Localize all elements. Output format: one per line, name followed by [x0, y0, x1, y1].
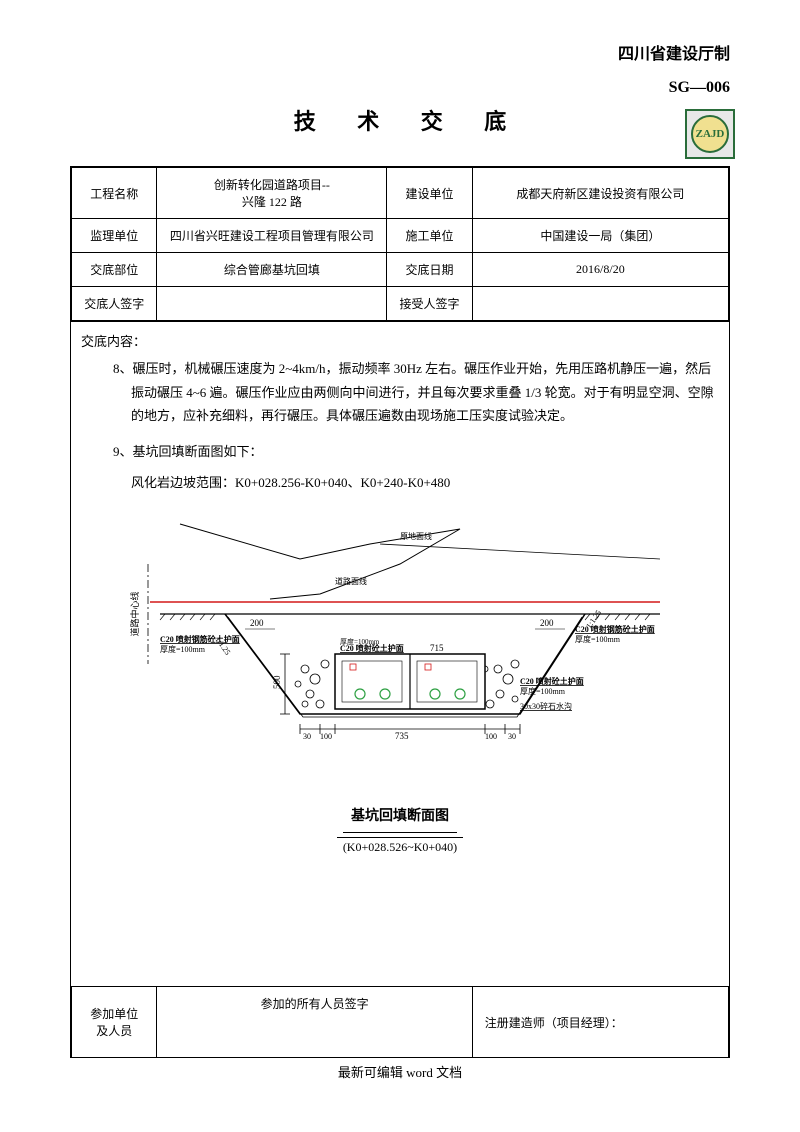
road-label: 道路面线	[335, 576, 367, 586]
part-value: 综合管廊基坑回填	[157, 253, 387, 287]
rubble-fill-left	[295, 660, 329, 708]
dim-100-l: 100	[320, 732, 332, 741]
build-unit-label: 建设单位	[387, 168, 472, 219]
table-row: 监理单位 四川省兴旺建设工程项目管理有限公司 施工单位 中国建设一局（集团）	[72, 219, 729, 253]
c20-right-top-thickness: 厚度=100mm	[575, 634, 621, 644]
diagram-range-text: (K0+028.526~K0+040)	[337, 837, 463, 854]
ground-label: 原地面线	[400, 531, 432, 541]
content-item-9: 9、基坑回填断面图如下：	[81, 440, 719, 463]
top-hatch	[160, 614, 650, 620]
logo-text: ZAJD	[691, 115, 729, 153]
c20-right-label: C20 喷射砼土护面	[520, 676, 584, 686]
signer-label: 交底人签字	[72, 287, 157, 321]
dim-30-r: 30	[508, 732, 516, 741]
project-name-l1: 创新转化园道路项目--	[214, 178, 330, 192]
diagram-title: 基坑回填断面图	[81, 804, 719, 832]
dim-735: 735	[395, 731, 409, 741]
c20-right-thickness: 厚度=100mm	[520, 686, 566, 696]
receiver-label: 接受人签字	[387, 287, 472, 321]
participants-sign: 参加的所有人员签字	[157, 987, 472, 1058]
content-item-9-sub: 风化岩边坡范围：K0+028.256-K0+040、K0+240-K0+480	[81, 471, 719, 494]
stone-label: 30x30碎石水沟	[520, 701, 572, 711]
dim-100-r: 100	[485, 732, 497, 741]
issuer-header: 四川省建设厅制	[70, 40, 730, 64]
content-item-8: 8、碾压时，机械碾压速度为 2~4km/h，振动频率 30Hz 左右。碾压作业开…	[81, 357, 719, 427]
build-unit: 成都天府新区建设投资有限公司	[472, 168, 728, 219]
gallery-top-thickness: 厚度=100mm	[340, 637, 380, 646]
info-table: 工程名称 创新转化园道路项目-- 兴隆 122 路 建设单位 成都天府新区建设投…	[71, 167, 729, 321]
c20-right-top-label: C20 喷射钢筋砼土护面	[575, 624, 655, 634]
dim-200-left: 200	[250, 618, 264, 628]
supervise-unit: 四川省兴旺建设工程项目管理有限公司	[157, 219, 387, 253]
participants-label: 参加单位 及人员	[72, 987, 157, 1058]
participants-label-1: 参加单位	[90, 1007, 138, 1021]
project-name: 创新转化园道路项目-- 兴隆 122 路	[157, 168, 387, 219]
construct-unit: 中国建设一局（集团）	[472, 219, 728, 253]
rubble-fill-right	[482, 660, 519, 708]
main-title: 技 术 交 底	[70, 104, 730, 136]
centerline-label: 道路中心线	[129, 592, 140, 637]
table-row: 交底人签字 接受人签字	[72, 287, 729, 321]
construct-label: 施工单位	[387, 219, 472, 253]
date-value: 2016/8/20	[472, 253, 728, 287]
main-frame: 工程名称 创新转化园道路项目-- 兴隆 122 路 建设单位 成都天府新区建设投…	[70, 166, 730, 1058]
diagram-title-text: 基坑回填断面图	[343, 804, 457, 832]
sign-table: 参加单位 及人员 参加的所有人员签字 注册建造师（项目经理）：	[71, 986, 729, 1057]
signer-cell	[157, 287, 387, 321]
dim-200-right: 200	[540, 618, 554, 628]
c20-left-thickness: 厚度=100mm	[160, 644, 206, 654]
engineer-sign: 注册建造师（项目经理）：	[472, 987, 728, 1058]
diagram-container: 道路中心线 原地面线 道路面线	[81, 504, 719, 784]
date-label: 交底日期	[387, 253, 472, 287]
dim-30-l: 30	[303, 732, 311, 741]
dim-500: 500	[272, 675, 282, 689]
project-name-l2: 兴隆 122 路	[242, 195, 302, 209]
footer-text: 最新可编辑 word 文档	[70, 1062, 730, 1081]
table-row: 工程名称 创新转化园道路项目-- 兴隆 122 路 建设单位 成都天府新区建设投…	[72, 168, 729, 219]
sg-code: SG—006	[669, 79, 730, 97]
diagram-range: (K0+028.526~K0+040)	[81, 837, 719, 859]
content-heading: 交底内容：	[81, 330, 719, 353]
receiver-cell	[472, 287, 728, 321]
cross-section-diagram: 道路中心线 原地面线 道路面线	[120, 504, 680, 784]
content-section: 交底内容： 8、碾压时，机械碾压速度为 2~4km/h，振动频率 30Hz 左右…	[71, 321, 729, 986]
table-row: 参加单位 及人员 参加的所有人员签字 注册建造师（项目经理）：	[72, 987, 729, 1058]
c20-left-label: C20 喷射钢筋砼土护面	[160, 634, 240, 644]
part-label: 交底部位	[72, 253, 157, 287]
table-row: 交底部位 综合管廊基坑回填 交底日期 2016/8/20	[72, 253, 729, 287]
supervise-label: 监理单位	[72, 219, 157, 253]
title-row: SG—006 技 术 交 底 ZAJD	[70, 104, 730, 136]
logo-badge: ZAJD	[685, 109, 735, 159]
dim-715: 715	[430, 643, 444, 653]
project-name-label: 工程名称	[72, 168, 157, 219]
participants-label-2: 及人员	[96, 1024, 132, 1038]
